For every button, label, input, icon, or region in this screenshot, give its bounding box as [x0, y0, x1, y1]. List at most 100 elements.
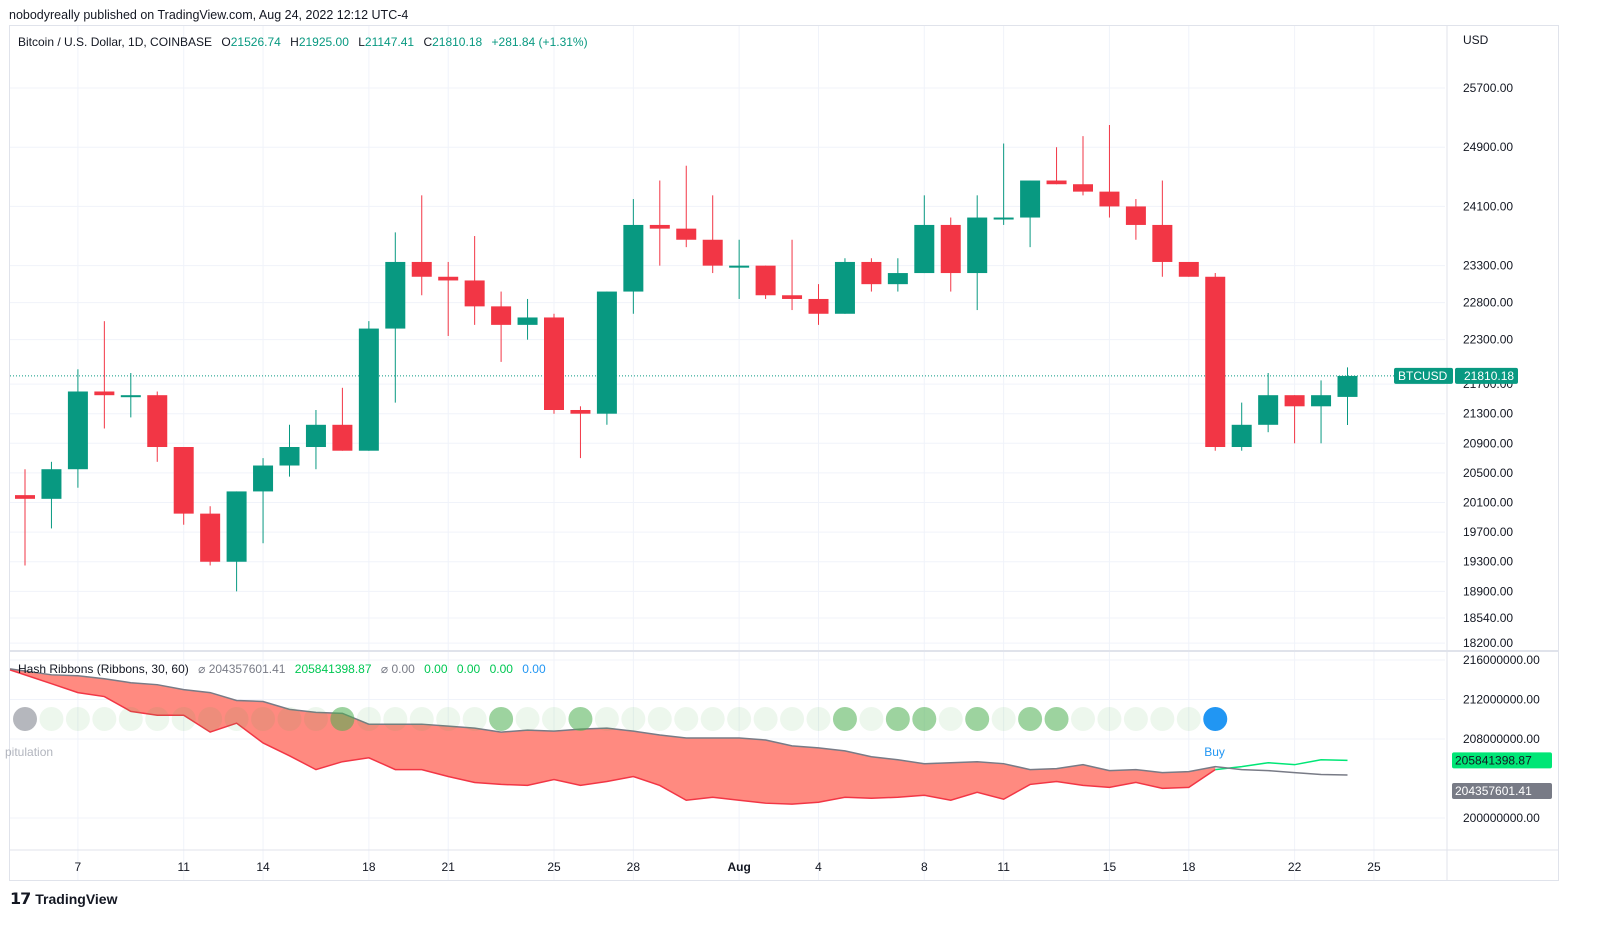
signal-dot — [1203, 707, 1228, 731]
indicator-axis-label: 212000000.00 — [1463, 693, 1540, 707]
last-price-value-tag — [1455, 367, 1518, 384]
candle-body — [623, 224, 644, 292]
symbol-title: Bitcoin / U.S. Dollar, 1D, COINBASE — [18, 35, 213, 49]
candle-body — [1284, 395, 1305, 407]
fast-sma-line-green — [1215, 758, 1348, 771]
fast-value-tag — [1452, 752, 1552, 769]
price-axis-label: 18540.00 — [1463, 611, 1513, 625]
candle — [1258, 372, 1279, 433]
signal-dot — [1123, 707, 1148, 731]
signal-dot — [991, 707, 1016, 731]
signal-dot — [1176, 707, 1201, 731]
signal-dot — [965, 707, 990, 731]
candle — [649, 180, 670, 266]
signal-dot — [885, 707, 910, 731]
signal-dot — [674, 707, 699, 731]
signal-dot — [330, 707, 355, 731]
candle — [332, 387, 353, 451]
price-axis-label: 24100.00 — [1463, 199, 1513, 213]
candle-body — [993, 217, 1014, 220]
candle-body — [305, 424, 326, 448]
ribbon-fill — [10, 668, 1216, 805]
signal-dot — [621, 707, 646, 731]
candle-body — [15, 495, 35, 499]
candle-body — [94, 391, 115, 396]
signal-dot — [780, 707, 805, 731]
candle-body — [570, 409, 591, 414]
candle — [1284, 395, 1305, 444]
signal-dot — [13, 707, 37, 731]
signal-dot — [436, 707, 461, 731]
candle — [940, 217, 961, 292]
candle-body — [1099, 191, 1120, 207]
publisher-line: nobodyreally published on TradingView.co… — [9, 8, 409, 22]
candle-body — [1020, 180, 1041, 218]
price-axis-label: 25700.00 — [1463, 81, 1513, 95]
candle-body — [1046, 180, 1067, 185]
symbol-legend[interactable]: Bitcoin / U.S. Dollar, 1D, COINBASE O215… — [18, 35, 588, 49]
eye-slash-icon: ⌀ — [198, 662, 206, 676]
candle — [253, 458, 274, 544]
fast-value-tag-label: 205841398.87 — [1455, 753, 1532, 767]
close-label: C — [423, 35, 433, 49]
candle-body — [1258, 395, 1279, 425]
candle-body — [67, 391, 88, 470]
chart-frame[interactable] — [9, 25, 1559, 881]
candle — [544, 313, 564, 414]
candle-body — [676, 228, 697, 240]
signal-dot — [39, 707, 64, 731]
signal-dot — [542, 707, 566, 731]
indicator-axis-label: 208000000.00 — [1463, 732, 1540, 746]
price-axis-label: 19700.00 — [1463, 525, 1513, 539]
indicator-value-3: 0.00 — [391, 662, 415, 676]
signal-dot — [1044, 707, 1069, 731]
indicator-value-4: 0.00 — [424, 662, 448, 676]
signal-dot — [1097, 707, 1122, 731]
candle — [1337, 367, 1358, 425]
candle — [385, 232, 406, 403]
candle-body — [358, 328, 379, 451]
time-axis-label: 7 — [75, 860, 82, 874]
candle — [41, 461, 62, 529]
candle — [120, 372, 141, 418]
candle — [305, 409, 326, 470]
candle-body — [411, 261, 432, 277]
indicator-legend[interactable]: Hash Ribbons (Ribbons, 30, 60) ⌀ 2043576… — [18, 662, 546, 676]
eye-slash-icon: ⌀ — [380, 662, 389, 676]
candle — [702, 195, 723, 274]
signal-dot — [806, 707, 831, 731]
candle-body — [173, 447, 194, 514]
candle-body — [755, 265, 776, 296]
candle-body — [1205, 276, 1226, 448]
candle — [834, 258, 855, 314]
candle — [1178, 261, 1199, 277]
candle-body — [147, 395, 168, 448]
indicator-value-slow: 204357601.41 — [208, 662, 286, 676]
candle-body — [914, 224, 935, 274]
indicator-value-7: 0.00 — [522, 662, 546, 676]
low-label: L — [358, 35, 365, 49]
candle-body — [1231, 424, 1252, 448]
signal-dots — [13, 707, 1228, 731]
candle — [226, 491, 247, 592]
price-axis-label: 22300.00 — [1463, 333, 1513, 347]
candle — [914, 195, 935, 274]
fast-sma-line-red — [9, 669, 1216, 805]
price-axis-label: 24900.00 — [1463, 140, 1513, 154]
candle-body — [332, 424, 353, 451]
signal-dot — [515, 707, 540, 731]
candle — [1205, 273, 1226, 451]
candle-body — [1337, 375, 1358, 397]
indicator-axis-label: 200000000.00 — [1463, 811, 1540, 825]
currency-label: USD — [1463, 33, 1489, 47]
candle — [411, 195, 432, 296]
candle-body — [729, 265, 750, 268]
price-axis-label: 20500.00 — [1463, 466, 1513, 480]
candle — [1125, 199, 1146, 240]
signal-dot — [277, 707, 302, 731]
open-label: O — [221, 35, 231, 49]
signal-dot — [1071, 707, 1095, 731]
brand-footer[interactable]: 𝟭𝟳 TradingView — [10, 889, 117, 909]
candle-body — [200, 513, 221, 562]
